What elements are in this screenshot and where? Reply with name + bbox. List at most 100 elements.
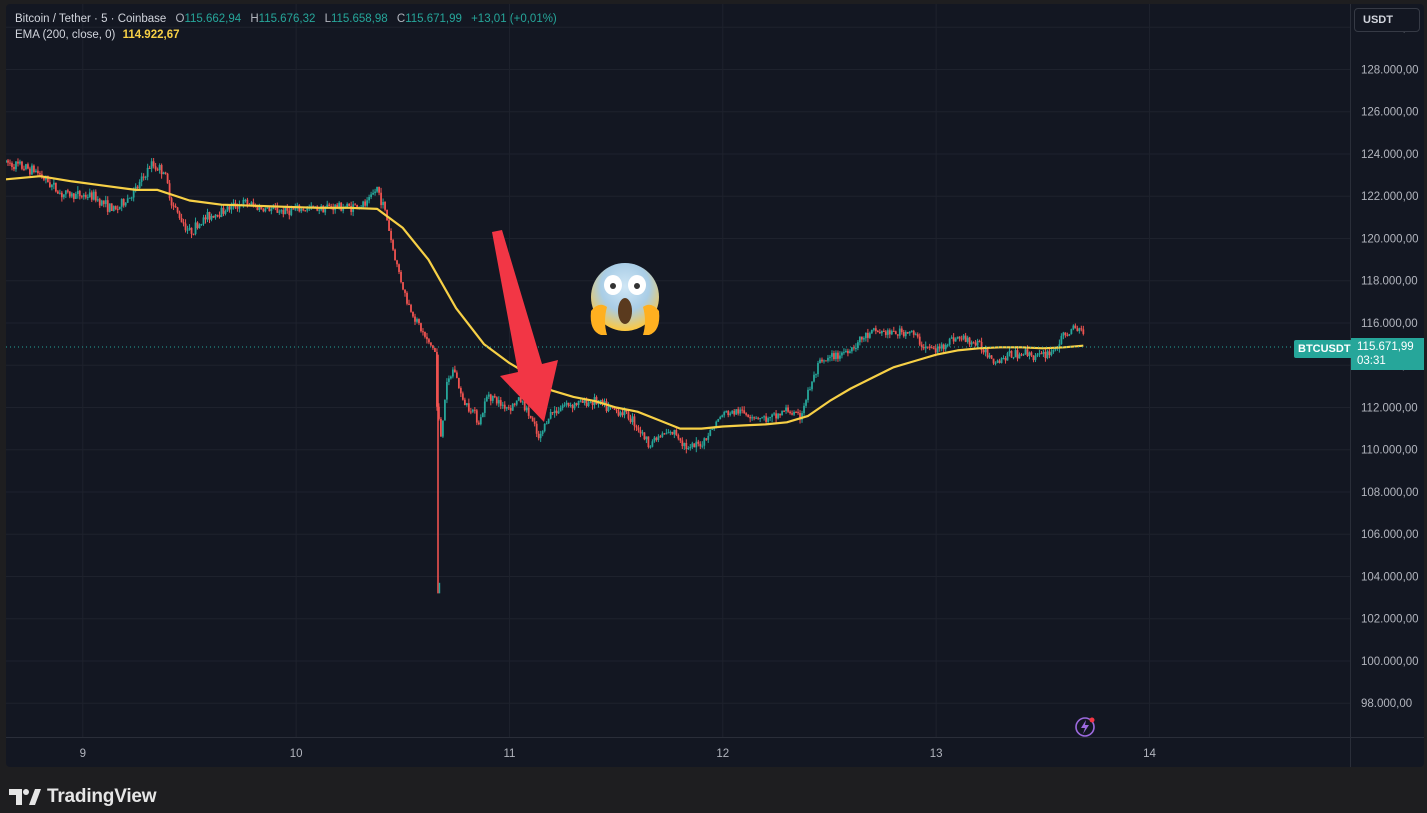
candle-body	[384, 201, 386, 210]
candle-body	[797, 412, 799, 414]
candle-body	[246, 199, 249, 205]
candle-body	[1058, 344, 1061, 348]
candle-body	[986, 348, 989, 358]
price-tick-label: 106.000,00	[1361, 529, 1419, 541]
candle-body	[449, 376, 452, 379]
symbol-title[interactable]: Bitcoin / Tether · 5 · Coinbase	[15, 13, 167, 25]
candle-body	[312, 205, 315, 208]
candle-body	[605, 401, 608, 412]
candle-body	[260, 206, 263, 210]
candle-body	[837, 352, 839, 359]
candle-body	[956, 336, 959, 339]
candle-body	[208, 212, 211, 220]
candle-body	[864, 332, 867, 339]
brand-footer[interactable]: TradingView	[9, 786, 157, 808]
candle-body	[1008, 350, 1011, 354]
price-tick-label: 120.000,00	[1361, 233, 1419, 245]
chart-panel[interactable]: 98.000,00 100.000,00 102.000,00 104.000,00 1…	[6, 4, 1424, 767]
candle-body	[13, 166, 15, 170]
candle-body	[372, 192, 374, 195]
candle-body	[581, 400, 584, 403]
candle-body	[655, 437, 658, 440]
candle-body	[162, 172, 165, 175]
candle-body	[29, 168, 31, 175]
candle-body	[531, 417, 534, 422]
currency-button[interactable]: USDT	[1354, 8, 1420, 32]
price-tick-label: 112.000,00	[1361, 402, 1418, 414]
candle-body	[1036, 354, 1039, 356]
candle-body	[847, 350, 849, 354]
candle-body	[872, 328, 875, 330]
candle-body	[936, 346, 939, 353]
candle-body	[505, 407, 508, 409]
candle-body	[1078, 328, 1081, 332]
candle-body	[996, 360, 999, 363]
candle-body	[184, 223, 187, 231]
candle-body	[1018, 354, 1021, 359]
candle-body	[675, 429, 678, 436]
candle-body	[444, 399, 446, 421]
candle-body	[268, 207, 271, 212]
candle-body	[793, 411, 795, 415]
candle-body	[575, 403, 578, 405]
candle-body	[607, 406, 610, 412]
candle-body	[440, 418, 442, 437]
candle-body	[158, 165, 161, 171]
red-arrow-icon[interactable]	[492, 230, 558, 422]
candle-body	[224, 211, 227, 214]
candle-body	[212, 215, 215, 218]
candle-body	[860, 336, 863, 340]
candle-body	[815, 374, 817, 376]
candle-body	[100, 200, 103, 206]
candle-body	[126, 198, 129, 203]
candle-body	[1046, 351, 1049, 359]
candle-body	[677, 435, 680, 439]
candle-body	[154, 166, 157, 170]
candle-body	[687, 448, 690, 450]
candle-body	[487, 394, 490, 397]
candle-body	[904, 331, 907, 337]
candle-body	[88, 192, 91, 198]
candle-body	[290, 208, 293, 216]
candle-body	[751, 417, 754, 419]
candle-body	[152, 161, 155, 167]
candle-body	[394, 249, 396, 261]
candle-body	[537, 433, 540, 439]
candle-body	[1000, 358, 1003, 363]
candle-body	[629, 418, 632, 423]
candle-body	[928, 346, 931, 348]
candle-body	[499, 400, 502, 406]
lightning-bolt-icon[interactable]	[1074, 716, 1096, 738]
candle-body	[150, 161, 153, 169]
candle-body	[777, 413, 779, 419]
candle-body	[591, 402, 594, 406]
candle-body	[481, 412, 484, 418]
candle-body	[940, 344, 943, 349]
candle-body	[1040, 353, 1043, 355]
candle-body	[160, 165, 163, 175]
candle-body	[86, 197, 89, 199]
candle-body	[829, 356, 831, 358]
candle-body	[876, 330, 879, 333]
candle-body	[795, 411, 797, 413]
price-tick-label: 98.000,00	[1361, 698, 1412, 710]
candle-body	[324, 207, 327, 213]
candle-body	[23, 168, 25, 170]
candle-body	[747, 414, 750, 417]
candle-body	[645, 436, 648, 440]
candle-body	[392, 240, 394, 250]
candle-body	[679, 438, 682, 441]
candle-body	[974, 342, 977, 346]
candle-body	[469, 411, 472, 413]
legend-row-ema[interactable]: EMA (200, close, 0) 114.922,67	[15, 27, 557, 43]
candle-body	[633, 416, 636, 427]
candle-body	[705, 438, 708, 440]
candle-body	[1024, 349, 1027, 355]
candle-body	[426, 336, 428, 340]
candle-body	[535, 423, 538, 434]
candle-body	[102, 200, 105, 205]
candle-body	[156, 169, 159, 171]
candle-body	[198, 224, 201, 229]
candle-body	[709, 429, 712, 436]
price-chart[interactable]: 98.000,00 100.000,00 102.000,00 104.000,00 1…	[6, 4, 1424, 767]
